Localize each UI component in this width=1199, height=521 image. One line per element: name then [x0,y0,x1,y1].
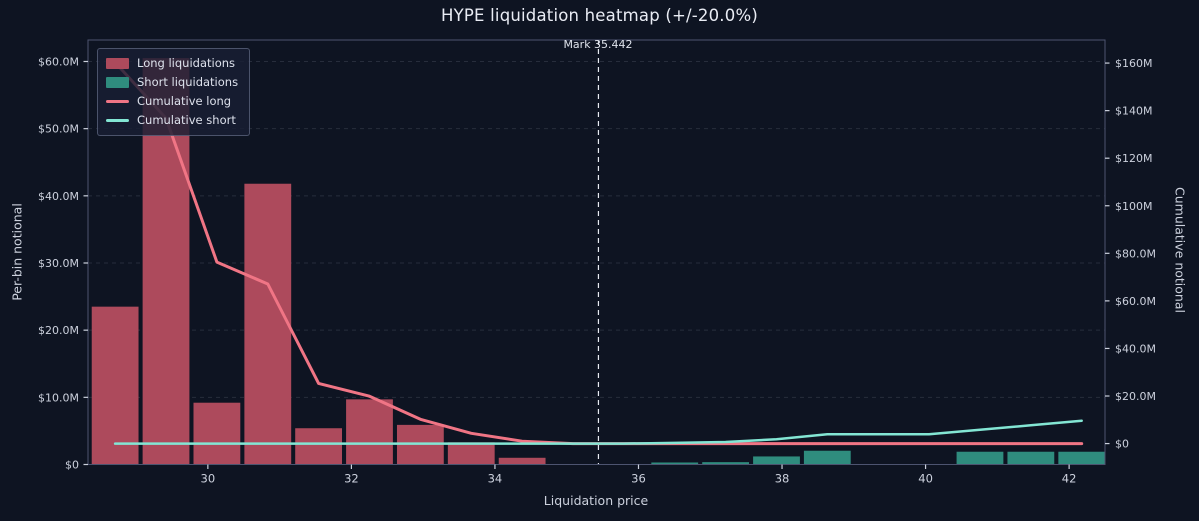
svg-text:40: 40 [918,472,933,486]
svg-text:$80.0M: $80.0M [1115,247,1156,260]
legend-item-cumulative-short: Cumulative short [106,112,238,128]
short-liquidations-swatch-icon [106,76,129,88]
svg-text:30: 30 [201,472,216,486]
y-right-axis-ticks: $0 $20.0M $40.0M $60.0M $80.0M $100M $120M $140… [1105,57,1156,451]
legend-item-long-liquidations: Long liquidations [106,55,238,71]
svg-text:$40.0M: $40.0M [38,190,79,203]
svg-text:32: 32 [344,472,359,486]
legend-label: Long liquidations [137,56,236,70]
svg-text:$10.0M: $10.0M [38,391,79,404]
right-axis-label: Cumulative notional [1172,187,1188,313]
svg-text:$40.0M: $40.0M [1115,342,1156,355]
svg-text:$120M: $120M [1115,152,1153,165]
legend: Long liquidations Short liquidations Cum… [97,48,251,136]
cumulative-short-swatch-icon [106,118,129,122]
legend-label: Cumulative long [137,94,232,108]
svg-text:38: 38 [775,472,790,486]
svg-text:$30.0M: $30.0M [38,257,79,270]
legend-item-short-liquidations: Short liquidations [106,74,238,90]
svg-text:$0: $0 [1115,438,1129,451]
svg-text:$0: $0 [65,459,79,472]
svg-text:$20.0M: $20.0M [1115,390,1156,403]
chart-title: HYPE liquidation heatmap (+/-20.0%) [441,6,758,25]
svg-text:34: 34 [488,472,503,486]
cumulative-long-swatch-icon [106,99,129,103]
svg-text:$20.0M: $20.0M [38,324,79,337]
svg-text:42: 42 [1062,472,1077,486]
svg-text:$60.0M: $60.0M [1115,295,1156,308]
legend-label: Cumulative short [137,113,236,127]
legend-label: Short liquidations [137,75,239,89]
legend-item-cumulative-long: Cumulative long [106,93,238,109]
x-axis-ticks: 30 32 34 36 38 40 42 [201,464,1077,486]
svg-text:$160M: $160M [1115,57,1153,70]
svg-text:$100M: $100M [1115,200,1153,213]
mark-price-label: Mark 35.442 [563,38,633,51]
svg-text:36: 36 [631,472,646,486]
cumulative-short-line [113,419,1083,445]
svg-text:$60.0M: $60.0M [38,55,79,68]
short-bars [651,450,1106,465]
long-liquidations-swatch-icon [106,57,129,69]
y-left-axis-ticks: $0 $10.0M $20.0M $30.0M $40.0M $50.0M $60.0M [38,55,88,472]
plot-border [87,39,1106,465]
svg-text:$140M: $140M [1115,105,1153,118]
x-axis-label: Liquidation price [543,493,649,508]
svg-text:$50.0M: $50.0M [38,123,79,136]
left-axis-label: Per-bin notional [9,203,25,301]
